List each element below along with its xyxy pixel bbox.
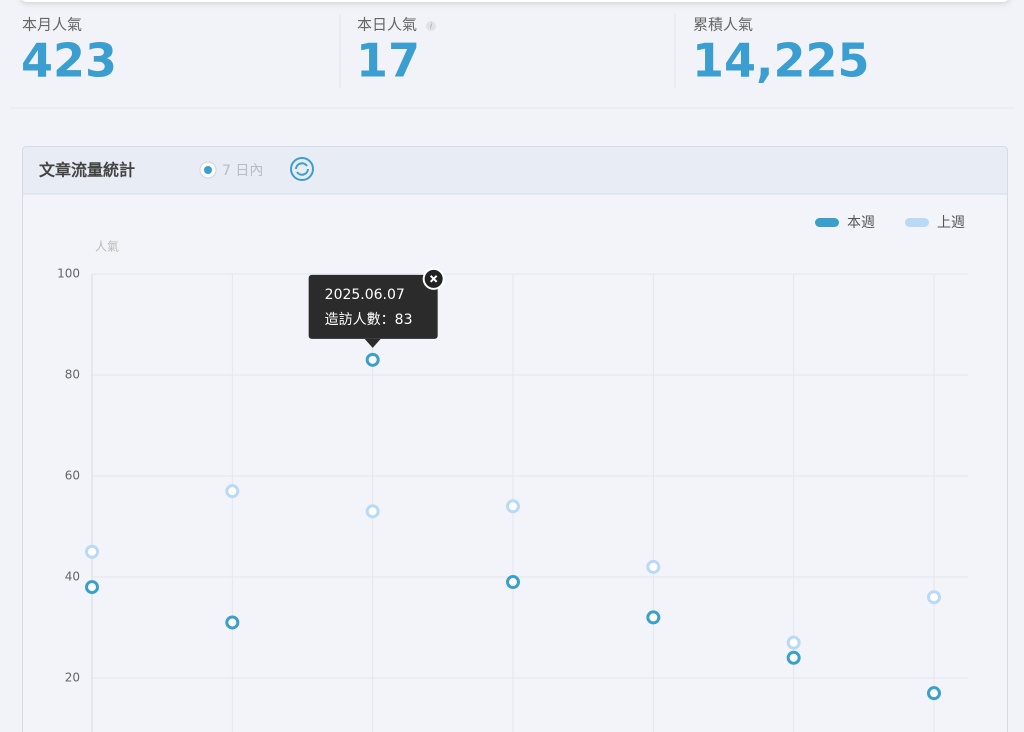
point[interactable]: [506, 575, 520, 590]
tooltip-box: [308, 274, 438, 339]
point[interactable]: [646, 610, 661, 625]
top-card: [22, 0, 1008, 2]
chart: 人氣 20 40 60 80 100 本週 上週 2025.06.07 造訪人數：83: [57, 215, 968, 732]
legend-label: 本週: [847, 215, 875, 231]
y-tick-label: 80: [65, 368, 80, 382]
range-label[interactable]: 7 日內: [222, 163, 263, 179]
point[interactable]: [646, 559, 661, 574]
panel: [22, 146, 1008, 732]
point[interactable]: [85, 544, 99, 559]
y-tick-label: 100: [57, 267, 80, 281]
point[interactable]: [927, 590, 941, 605]
point[interactable]: [225, 484, 240, 499]
stat-label: 本月人氣: [22, 16, 82, 34]
panel-title: 文章流量統計: [39, 161, 135, 180]
y-tick-label: 60: [65, 469, 80, 483]
info-icon-glyph: i: [430, 22, 433, 31]
legend-swatch: [815, 218, 839, 227]
point[interactable]: [786, 650, 801, 665]
panel-header: [22, 146, 1008, 195]
point[interactable]: [85, 580, 99, 595]
stat-value: 423: [21, 34, 117, 88]
point[interactable]: [225, 615, 240, 630]
stat-value: 17: [356, 34, 420, 88]
info-icon[interactable]: [426, 21, 436, 31]
radio-dot: [204, 166, 212, 174]
tooltip-close-x: [429, 275, 438, 283]
tooltip-value: 83: [395, 312, 413, 328]
stat-value: 14,225: [692, 34, 870, 88]
point[interactable]: [365, 352, 380, 367]
legend-label: 上週: [937, 215, 965, 231]
stat-label: 累積人氣: [693, 16, 753, 34]
refresh-icon[interactable]: [290, 157, 314, 181]
tooltip-body: 造訪人數：83: [325, 312, 413, 328]
tooltip-title: 2025.06.07: [325, 287, 405, 303]
y-tick-label: 20: [65, 671, 80, 685]
tooltip-arrow: [364, 338, 381, 348]
point[interactable]: [927, 686, 941, 701]
point[interactable]: [786, 635, 801, 650]
refresh-arrows: [295, 162, 309, 176]
tooltip-label: 造訪人數：: [325, 312, 395, 328]
point[interactable]: [365, 504, 380, 519]
point[interactable]: [506, 499, 520, 514]
stat-label: 本日人氣: [357, 16, 417, 34]
legend-swatch: [905, 218, 929, 227]
y-axis-label: 人氣: [95, 240, 119, 254]
y-tick-label: 40: [65, 570, 80, 584]
